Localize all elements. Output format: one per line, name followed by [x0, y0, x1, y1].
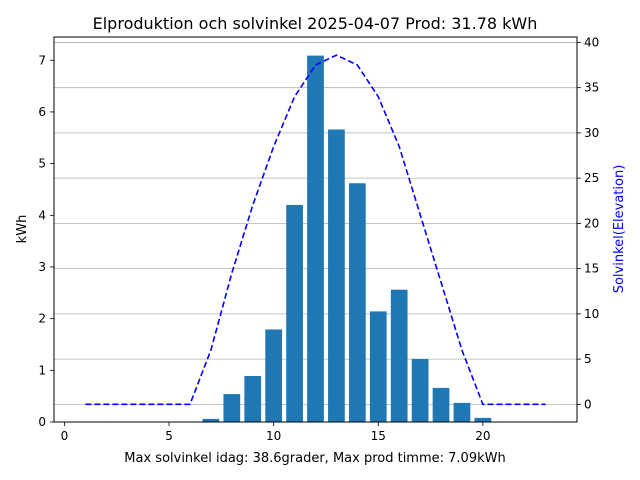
bar: [328, 129, 345, 422]
x-axis-label: Max solvinkel idag: 38.6grader, Max prod…: [124, 451, 505, 466]
y2-tick-label: 30: [584, 126, 599, 140]
bar: [348, 183, 366, 422]
y2-tick-label: 10: [584, 307, 599, 321]
y2-tick-label: 20: [584, 216, 599, 230]
y-axis-ticks: 0 1 2 3 4 5 6 7: [38, 53, 54, 429]
y2-tick-label: 0: [584, 397, 592, 411]
x-tick-label: 10: [266, 429, 281, 443]
bar: [307, 55, 324, 422]
bar: [453, 402, 471, 422]
x-axis-ticks: 0 5 10 15 20: [61, 422, 491, 443]
x-tick-label: 15: [371, 429, 386, 443]
bar: [286, 204, 303, 422]
elevation-line: [85, 54, 546, 406]
bar: [369, 311, 387, 422]
bar: [223, 394, 241, 422]
bar: [265, 329, 283, 422]
bar: [411, 358, 429, 422]
y2-tick-label: 35: [584, 81, 599, 95]
y2-tick-label: 15: [584, 262, 599, 276]
bars: [202, 55, 492, 422]
bar: [390, 289, 408, 422]
bar: [244, 376, 262, 422]
bar: [432, 387, 450, 422]
y-tick-label: 2: [38, 312, 46, 326]
y-tick-label: 5: [38, 157, 46, 171]
x-tick-label: 20: [475, 429, 490, 443]
y2-axis-label: Solvinkel(Elevation): [612, 165, 627, 294]
y2-tick-label: 25: [584, 171, 599, 185]
bar: [202, 418, 220, 422]
bar: [474, 417, 492, 422]
y-tick-label: 7: [38, 53, 46, 67]
y2-axis-ticks: 0 5 10 15 20 25 30 35 40: [577, 35, 599, 411]
y-tick-label: 1: [38, 363, 46, 377]
chart-title: Elproduktion och solvinkel 2025-04-07 Pr…: [93, 14, 538, 33]
x-tick-label: 0: [61, 429, 69, 443]
y2-tick-label: 5: [584, 352, 592, 366]
elevation-series-line: [85, 54, 546, 406]
y-tick-label: 0: [38, 415, 46, 429]
y-tick-label: 3: [38, 260, 46, 274]
y-tick-label: 4: [38, 208, 46, 222]
y-tick-label: 6: [38, 105, 46, 119]
y-axis-label: kWh: [15, 215, 30, 244]
x-tick-label: 5: [165, 429, 173, 443]
plot-frame: [53, 36, 578, 423]
y2-tick-label: 40: [584, 35, 599, 49]
